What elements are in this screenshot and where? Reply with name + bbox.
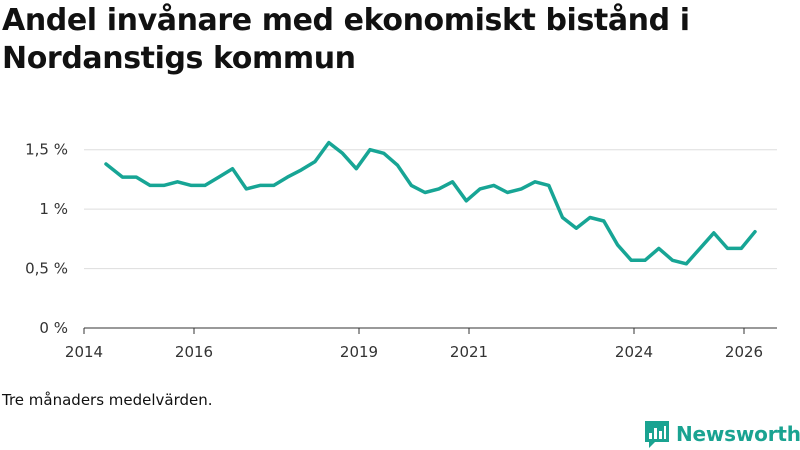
x-tick-label: 2016 <box>175 343 213 361</box>
x-tick-label: 2026 <box>725 343 763 361</box>
x-axis-ticks: 2014 2016 2019 2021 2024 2026 <box>65 328 763 361</box>
series-group <box>104 140 757 266</box>
x-tick-label: 2024 <box>615 343 653 361</box>
brand-logo: Newsworthy <box>645 420 800 448</box>
y-tick-label: 1,5 % <box>25 141 68 159</box>
x-tick-label: 2014 <box>65 343 103 361</box>
y-axis-labels: 0 % 0,5 % 1 % 1,5 % <box>25 141 68 337</box>
y-tick-label: 1 % <box>39 200 68 218</box>
footnote: Tre månaders medelvärden. <box>2 391 213 409</box>
y-tick-label: 0,5 % <box>25 260 68 278</box>
series-line <box>104 140 757 266</box>
chart-title: Andel invånare med ekonomiskt bistånd i … <box>2 3 690 76</box>
gridlines <box>84 149 777 270</box>
bar-chart-icon <box>645 420 669 448</box>
x-tick-label: 2021 <box>450 343 488 361</box>
x-tick-label: 2019 <box>340 343 378 361</box>
y-tick-label: 0 % <box>39 319 68 337</box>
brand-name: Newsworthy <box>676 422 800 446</box>
